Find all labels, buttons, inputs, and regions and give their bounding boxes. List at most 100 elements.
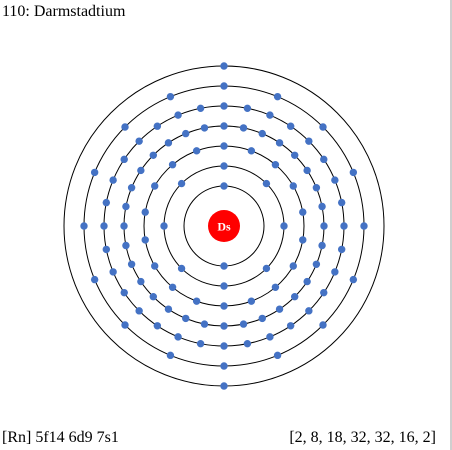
element-title: 110: Darmstadtium — [2, 3, 126, 20]
electrons — [80, 62, 368, 390]
electron-shell-5 — [102, 245, 111, 254]
electron-shell-6 — [273, 351, 282, 360]
electron-shell-3 — [247, 147, 256, 155]
electron-shell-6 — [121, 123, 129, 131]
electron-shell-3 — [289, 262, 297, 270]
electron-shell-3 — [151, 262, 159, 270]
electron-shell-4 — [182, 314, 190, 323]
electron-shell-3 — [192, 297, 201, 305]
electron-shell-1 — [220, 182, 228, 190]
electron-shell-6 — [220, 82, 228, 90]
electron-shell-5 — [286, 122, 295, 130]
electron-shell-3 — [192, 147, 201, 155]
electron-shell-4 — [149, 151, 157, 159]
electron-shell-4 — [303, 166, 311, 175]
electron-shell-4 — [318, 241, 326, 250]
electron-shell-4 — [239, 124, 248, 132]
electron-shell-5 — [340, 222, 348, 230]
electron-shell-2 — [220, 282, 228, 290]
electron-shell-5 — [153, 322, 162, 330]
electron-shell-3 — [271, 161, 280, 169]
electron-shell-2 — [280, 222, 288, 230]
electron-shell-5 — [320, 288, 328, 297]
electron-shell-5 — [305, 137, 313, 145]
electron-shell-6 — [90, 275, 99, 284]
electron-shell-2 — [177, 179, 186, 188]
electron-shell-4 — [291, 151, 299, 159]
electron-shell-2 — [262, 264, 271, 273]
electron-shell-6 — [349, 275, 358, 284]
electron-shell-4 — [239, 320, 248, 328]
electron-shell-4 — [127, 260, 136, 268]
electron-shell-4 — [318, 202, 326, 211]
electron-shell-5 — [109, 176, 117, 184]
electron-shell-5 — [174, 111, 182, 119]
electron-shell-4 — [122, 202, 130, 211]
electron-shell-3 — [151, 182, 159, 190]
electron-shell-6 — [220, 362, 228, 370]
electron-shell-3 — [289, 182, 297, 190]
electron-shell-6 — [166, 351, 175, 360]
electron-shell-3 — [220, 142, 228, 150]
nucleus-circle — [208, 210, 240, 242]
electron-shell-5 — [153, 122, 162, 130]
electron-shell-4 — [127, 184, 136, 192]
electron-shell-4 — [320, 222, 328, 230]
electron-shell-4 — [164, 139, 173, 147]
electron-shell-3 — [141, 236, 149, 244]
electron-shell-5 — [331, 176, 339, 184]
electron-shell-4 — [164, 305, 173, 313]
electron-shell-5 — [243, 104, 252, 113]
electron-configuration: [Rn] 5f14 6d9 7s1 — [2, 429, 119, 446]
electron-shell-5 — [196, 339, 205, 348]
electron-shell-5 — [266, 333, 274, 341]
electron-shell-2 — [160, 222, 168, 230]
electron-shell-4 — [312, 260, 321, 268]
electron-shell-6 — [349, 168, 358, 177]
electron-shell-5 — [331, 268, 339, 276]
electron-shell-5 — [174, 333, 182, 341]
electron-shell-5 — [109, 268, 117, 276]
electron-shell-5 — [196, 104, 205, 113]
electron-shell-6 — [80, 222, 88, 230]
electron-shell-7 — [220, 382, 228, 390]
electron-shell-5 — [320, 155, 328, 164]
electron-shell-5 — [337, 198, 346, 207]
shell-electron-counts: [2, 8, 18, 32, 32, 16, 2] — [289, 429, 436, 446]
electron-shell-7 — [220, 62, 228, 70]
electron-shell-5 — [120, 155, 128, 164]
electron-shell-4 — [200, 320, 209, 328]
electron-shell-5 — [102, 198, 111, 207]
electron-shell-4 — [137, 277, 145, 286]
electron-shell-3 — [168, 283, 177, 291]
electron-shell-3 — [271, 283, 280, 291]
electron-shell-4 — [149, 293, 157, 301]
electron-shell-5 — [120, 288, 128, 297]
electron-shell-5 — [135, 307, 143, 315]
electron-shell-4 — [200, 124, 209, 132]
electron-shell-5 — [305, 307, 313, 315]
electron-shell-5 — [243, 339, 252, 348]
electron-shell-2 — [177, 264, 186, 273]
electron-shell-5 — [220, 342, 228, 350]
electron-shell-4 — [220, 322, 228, 330]
electron-shell-3 — [299, 236, 307, 244]
electron-shell-4 — [137, 166, 145, 175]
electron-shell-1 — [220, 262, 228, 270]
electron-shell-4 — [182, 129, 190, 138]
nucleus-symbol: Ds — [217, 220, 231, 234]
electron-shell-4 — [258, 129, 266, 138]
electron-shell-2 — [220, 162, 228, 170]
panel-border — [450, 0, 452, 450]
electron-shell-5 — [337, 245, 346, 254]
electron-shell-3 — [220, 302, 228, 310]
electron-shell-6 — [121, 321, 129, 329]
electron-shell-2 — [262, 179, 271, 188]
electron-shell-6 — [360, 222, 368, 230]
electron-shell-6 — [273, 92, 282, 101]
electron-shell-4 — [220, 122, 228, 130]
electron-shell-5 — [286, 322, 295, 330]
electron-shell-3 — [168, 161, 177, 169]
